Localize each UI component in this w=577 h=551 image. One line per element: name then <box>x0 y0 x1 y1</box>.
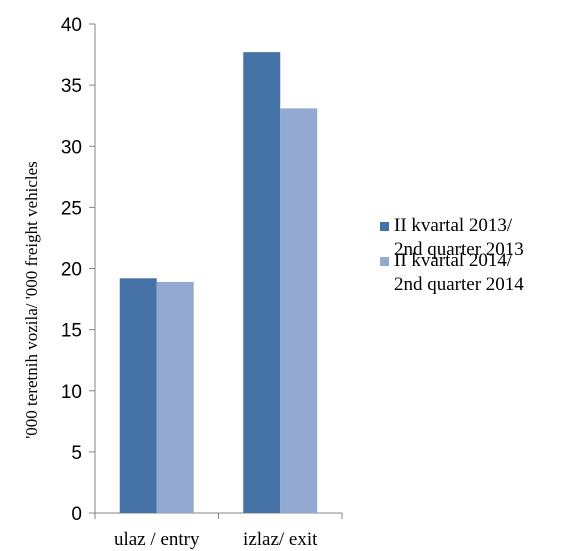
y-tick-label: 35 <box>61 76 82 97</box>
legend-label: II kvartal 2013/ <box>394 215 513 236</box>
legend-label: II kvartal 2014/ <box>394 250 513 271</box>
legend-swatch <box>380 257 389 266</box>
legend-label: 2nd quarter 2013 <box>394 239 524 260</box>
y-tick-label: 40 <box>61 15 82 36</box>
legend-swatch <box>380 222 389 231</box>
y-tick-label: 30 <box>61 137 82 158</box>
bar <box>243 52 281 514</box>
y-axis-title: '000 teretnih vozila/ '000 freight vehic… <box>22 161 41 439</box>
y-axis-ticks: 0 5 10 15 20 25 30 35 40 <box>61 15 95 525</box>
y-tick-label: 20 <box>61 260 82 281</box>
y-tick-label: 10 <box>61 382 82 403</box>
y-tick-label: 25 <box>61 198 82 219</box>
y-tick-label: 0 <box>71 504 82 525</box>
y-tick-label: 5 <box>71 443 82 464</box>
legend-label: 2nd quarter 2014 <box>394 274 524 295</box>
x-category-label: ulaz / entry <box>114 529 200 550</box>
bar <box>119 278 157 513</box>
category-labels: ulaz / entry izlaz/ exit <box>114 529 318 550</box>
bar <box>280 108 318 513</box>
bars <box>119 52 318 514</box>
x-axis-ticks <box>94 513 343 519</box>
x-category-label: izlaz/ exit <box>243 529 318 550</box>
y-tick-label: 15 <box>61 321 82 342</box>
bar <box>156 281 194 513</box>
